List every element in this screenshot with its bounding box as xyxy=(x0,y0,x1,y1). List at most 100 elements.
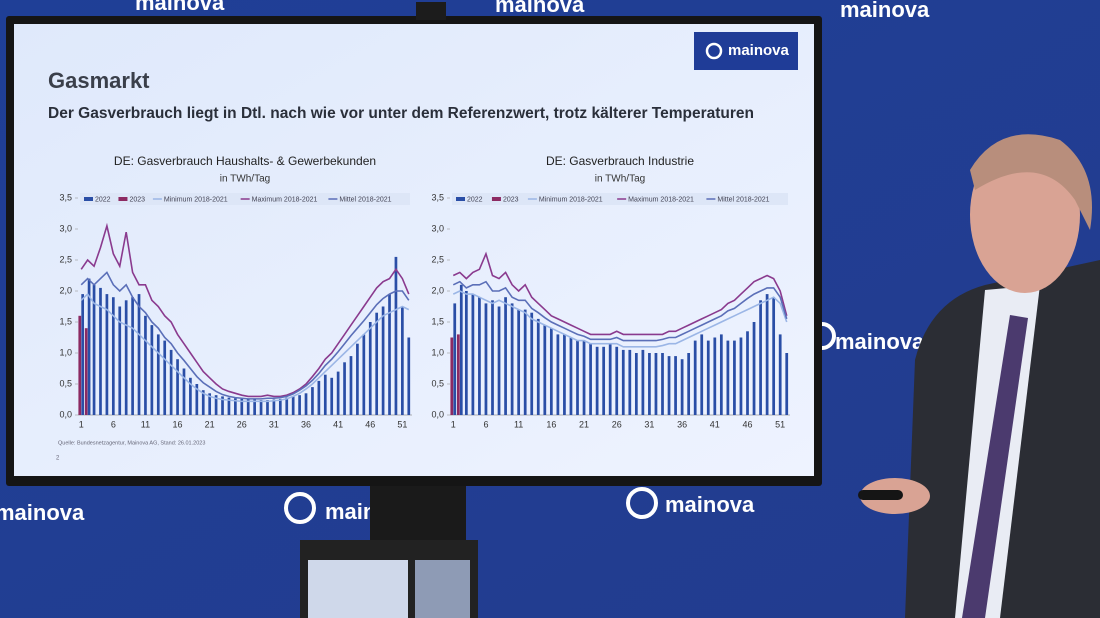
legend-swatch xyxy=(491,197,501,201)
line xyxy=(80,222,410,398)
bar xyxy=(81,294,85,415)
bar xyxy=(778,334,782,415)
legend-label: 2023 xyxy=(129,196,145,203)
bar xyxy=(563,334,566,415)
clicker xyxy=(858,490,903,500)
screen-stand xyxy=(370,484,466,544)
bar xyxy=(234,398,237,415)
bar xyxy=(87,278,91,415)
bar xyxy=(291,396,295,415)
bar xyxy=(450,337,454,415)
x-tick-label: 36 xyxy=(677,419,687,429)
x-tick-label: 41 xyxy=(710,419,720,429)
y-tick-label: 2,5 xyxy=(59,254,72,264)
wall-logo: mainova xyxy=(0,500,85,525)
bar xyxy=(150,325,154,415)
bar xyxy=(272,399,276,415)
monitor-screen xyxy=(308,560,408,618)
bar xyxy=(713,337,717,415)
bar xyxy=(176,359,179,415)
bar xyxy=(111,297,115,415)
charts: DE: Gasverbrauch Haushalts- & Gewerbekun… xyxy=(59,154,790,429)
bar xyxy=(105,294,109,415)
wall-logo: mainova xyxy=(495,0,585,17)
bar xyxy=(602,346,606,415)
bar xyxy=(453,303,457,415)
x-tick-label: 16 xyxy=(546,419,556,429)
x-tick-label: 16 xyxy=(173,419,183,429)
bar xyxy=(356,343,359,415)
bar xyxy=(208,393,212,415)
bar xyxy=(336,371,340,415)
legend-label: 2022 xyxy=(95,196,111,203)
bar xyxy=(99,287,102,415)
bar xyxy=(569,337,573,415)
logo-mark xyxy=(705,42,723,60)
y-tick-label: 1,5 xyxy=(59,316,72,326)
x-tick-label: 6 xyxy=(111,419,116,429)
bar xyxy=(746,331,749,415)
bar xyxy=(615,346,619,415)
bar xyxy=(491,300,494,415)
legend-label: Mittel 2018-2021 xyxy=(339,196,391,203)
bar xyxy=(189,377,192,415)
bar xyxy=(227,397,231,415)
bar xyxy=(144,315,147,415)
bar xyxy=(523,309,527,415)
bar xyxy=(221,396,224,415)
line xyxy=(452,290,788,348)
bar xyxy=(131,297,134,415)
line xyxy=(80,292,410,403)
bar xyxy=(278,398,282,415)
x-tick-label: 31 xyxy=(269,419,279,429)
bar xyxy=(478,297,481,415)
bar xyxy=(687,353,691,415)
slide-subtitle: Der Gasverbrauch liegt in Dtl. nach wie … xyxy=(48,105,754,122)
bar xyxy=(785,353,789,415)
bar xyxy=(759,300,762,415)
y-tick-label: 3,5 xyxy=(59,192,72,202)
legend-label: Maximum 2018-2021 xyxy=(628,196,694,203)
x-tick-label: 31 xyxy=(644,419,654,429)
bar xyxy=(124,300,128,415)
bar xyxy=(733,340,736,415)
bar xyxy=(459,284,463,415)
bar xyxy=(661,353,664,415)
hair xyxy=(970,134,1092,230)
y-tick-label: 2,0 xyxy=(59,285,72,295)
y-tick-label: 0,5 xyxy=(431,378,444,388)
chart-subtitle: in TWh/Tag xyxy=(220,174,270,185)
slide-logo: mainova xyxy=(728,42,790,59)
x-tick-label: 21 xyxy=(579,419,589,429)
y-tick-label: 3,5 xyxy=(431,192,444,202)
bar xyxy=(214,395,218,415)
bar xyxy=(641,349,645,415)
bar xyxy=(464,291,468,415)
bar xyxy=(719,334,723,415)
line xyxy=(452,251,788,336)
legend-swatch xyxy=(84,197,93,201)
bar xyxy=(381,306,385,415)
bar xyxy=(266,400,269,415)
x-tick-label: 11 xyxy=(141,419,150,429)
bar xyxy=(634,353,638,415)
bar xyxy=(317,380,321,415)
bar xyxy=(752,322,756,415)
bar xyxy=(253,399,256,415)
tie xyxy=(962,315,1028,618)
bar xyxy=(311,387,314,415)
bar xyxy=(401,306,404,415)
bar xyxy=(362,334,366,415)
x-tick-label: 46 xyxy=(742,419,752,429)
legend-label: Minimum 2018-2021 xyxy=(164,196,228,203)
bar xyxy=(330,377,334,415)
x-tick-label: 26 xyxy=(612,419,622,429)
bar xyxy=(182,368,186,415)
bar xyxy=(739,337,743,415)
x-tick-label: 36 xyxy=(301,419,311,429)
logo-mark xyxy=(626,487,658,519)
bar xyxy=(471,294,475,415)
bar xyxy=(137,294,141,415)
y-tick-label: 2,0 xyxy=(431,285,444,295)
